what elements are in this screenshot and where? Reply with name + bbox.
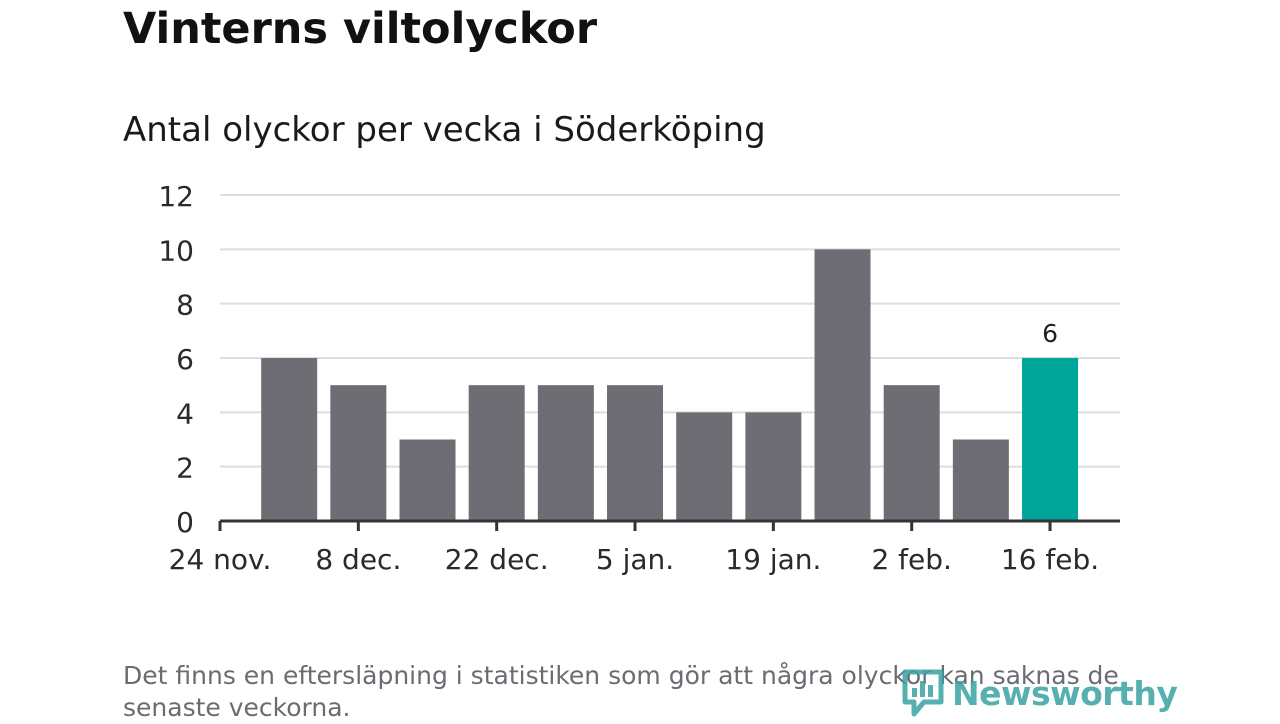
y-tick-label: 2 xyxy=(176,452,194,485)
x-tick-label: 24 nov. xyxy=(169,543,272,576)
y-tick-label: 4 xyxy=(176,397,194,430)
bar xyxy=(330,385,387,521)
x-tick-label: 22 dec. xyxy=(445,543,549,576)
x-tick-label: 16 feb. xyxy=(1001,543,1099,576)
bar xyxy=(676,412,733,521)
bar-chart: 0 2 4 6 8 10 12 6 24 nov. 8 dec. 22 dec. 5 jan. 19 j… xyxy=(158,180,1120,576)
bar xyxy=(537,385,594,521)
bar xyxy=(399,439,456,521)
chart-title: Vinterns viltolyckor xyxy=(123,4,598,54)
bar-highlight xyxy=(1022,358,1079,521)
y-tick-label: 6 xyxy=(176,343,194,376)
newsworthy-logo: Newsworthy xyxy=(902,668,1178,718)
y-tick-label: 12 xyxy=(158,180,194,213)
x-tick-label: 8 dec. xyxy=(315,543,401,576)
bar xyxy=(261,358,318,521)
bar xyxy=(468,385,525,521)
newsworthy-logo-text: Newsworthy xyxy=(952,673,1178,713)
bar xyxy=(745,412,802,521)
bar xyxy=(607,385,664,521)
bar xyxy=(883,385,940,521)
bar xyxy=(814,249,871,522)
y-tick-label: 10 xyxy=(158,234,194,267)
y-tick-label: 0 xyxy=(176,506,194,539)
footnote: Det finns en eftersläpning i statistiken… xyxy=(123,661,1119,722)
data-label: 6 xyxy=(1042,319,1058,348)
newsworthy-logo-icon xyxy=(902,669,944,717)
y-tick-label: 8 xyxy=(176,289,194,322)
chart-subtitle: Antal olyckor per vecka i Söderköping xyxy=(123,110,766,150)
x-tick-label: 5 jan. xyxy=(596,543,674,576)
bar xyxy=(952,439,1009,521)
x-tick-label: 2 feb. xyxy=(871,543,951,576)
x-tick-label: 19 jan. xyxy=(725,543,821,576)
